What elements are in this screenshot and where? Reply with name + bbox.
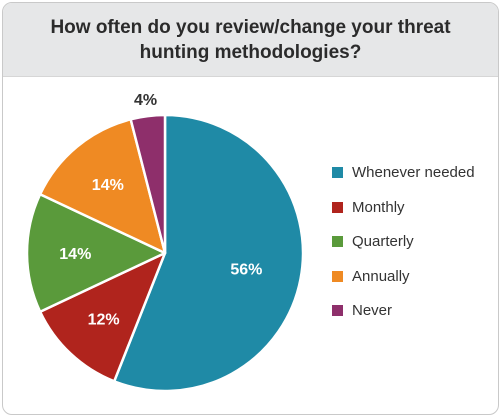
chart-title: How often do you review/change your thre… xyxy=(50,17,451,63)
legend-swatch xyxy=(332,167,343,178)
pie-label-whenever-needed: 56% xyxy=(230,262,262,279)
pie-slice-monthly xyxy=(38,251,167,383)
legend-label: Monthly xyxy=(352,198,405,216)
pie-slice-annually xyxy=(38,118,167,255)
legend-label: Never xyxy=(352,302,393,319)
legend-swatch xyxy=(332,270,343,282)
title-bar: How often do you review/change your thre… xyxy=(3,3,498,77)
pie-label-never: 4% xyxy=(134,92,157,109)
pie-slice-quarterly xyxy=(25,192,167,314)
pie-labels: 56% 12% 14% 14% 4% xyxy=(59,92,262,328)
pie-label-monthly: 12% xyxy=(88,311,120,328)
legend-item-monthly: Monthly xyxy=(332,199,475,216)
legend-item-whenever-needed: Whenever needed xyxy=(332,164,475,181)
legend-item-quarterly: Quarterly xyxy=(332,233,475,250)
legend-swatch xyxy=(332,236,343,247)
legend-label: Whenever needed xyxy=(352,164,475,181)
legend-item-never: Never xyxy=(332,302,475,319)
pie-label-quarterly: 14% xyxy=(59,246,91,263)
legend-label: Quarterly xyxy=(352,233,414,250)
pie-label-annually: 14% xyxy=(92,177,124,194)
pie-slices xyxy=(25,113,305,393)
pie-chart: 56% 12% 14% 14% 4% xyxy=(25,92,305,393)
legend: Whenever needed Monthly Quarterly Annually N… xyxy=(332,164,475,337)
pie-slice-never xyxy=(129,113,167,255)
legend-label: Annually xyxy=(352,267,410,285)
legend-swatch xyxy=(332,305,343,316)
pie-slice-whenever-needed xyxy=(112,113,305,393)
legend-item-annually: Annually xyxy=(332,268,475,285)
legend-swatch xyxy=(332,201,343,213)
